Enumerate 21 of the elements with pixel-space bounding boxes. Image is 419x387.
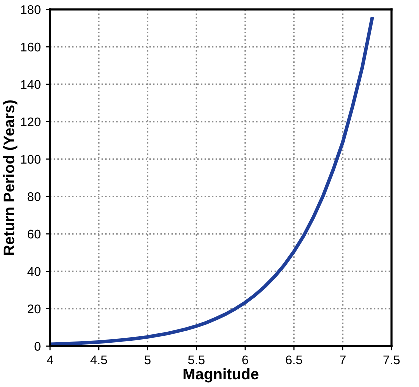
x-tick-label: 6.5 [286, 356, 302, 365]
y-axis-title: Return Period (Years) [3, 100, 18, 256]
y-tick-label: 140 [21, 80, 41, 90]
x-axis-title: Magnitude [184, 368, 259, 383]
y-tick-label: 60 [28, 230, 41, 239]
y-tick-label: 40 [28, 267, 41, 276]
x-tick-label: 7 [340, 356, 346, 364]
x-tick-label: 5.5 [188, 356, 205, 365]
y-tick-label: 80 [28, 192, 41, 202]
y-tick-label: 20 [28, 304, 41, 314]
line-series [50, 17, 374, 346]
x-tick-label: 4.5 [90, 356, 108, 365]
y-tick-label: 180 [21, 5, 41, 14]
y-tick-label: 160 [21, 42, 41, 52]
y-tick-label: 120 [21, 118, 41, 127]
y-tick-label: 100 [21, 155, 41, 164]
x-tick-label: 7.5 [384, 356, 400, 365]
x-tick-label: 4 [47, 356, 54, 364]
x-tick-label: 6 [242, 356, 248, 365]
y-tick-label: 0 [34, 342, 41, 352]
x-tick-label: 5 [144, 356, 151, 365]
